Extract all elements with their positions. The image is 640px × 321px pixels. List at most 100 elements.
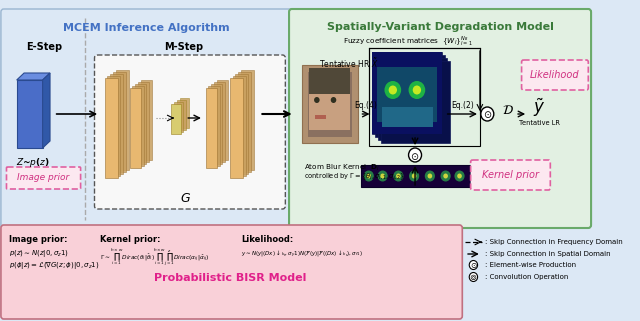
Text: $\odot$: $\odot$ (470, 261, 477, 270)
FancyBboxPatch shape (522, 60, 588, 90)
FancyBboxPatch shape (1, 225, 462, 319)
Text: Tentative HR $\tilde{X}$: Tentative HR $\tilde{X}$ (319, 56, 378, 70)
Text: : Skip Connection in Spatial Domain: : Skip Connection in Spatial Domain (484, 251, 610, 257)
Polygon shape (110, 74, 124, 174)
Bar (309, 68, 350, 94)
Text: Eq.(4): Eq.(4) (355, 101, 378, 110)
Polygon shape (180, 98, 189, 128)
Polygon shape (135, 84, 147, 164)
Circle shape (413, 85, 421, 94)
Text: Likelihood:: Likelihood: (241, 235, 293, 244)
Circle shape (378, 170, 388, 181)
Polygon shape (138, 82, 149, 162)
FancyBboxPatch shape (470, 160, 550, 190)
Polygon shape (174, 102, 184, 132)
Text: $\tilde{y}$: $\tilde{y}$ (533, 97, 545, 119)
Circle shape (444, 173, 448, 178)
Text: G: G (180, 192, 190, 204)
Text: Kernel prior:: Kernel prior: (100, 235, 161, 244)
Polygon shape (116, 70, 129, 170)
Circle shape (408, 81, 425, 99)
FancyBboxPatch shape (95, 55, 285, 209)
Text: Probabilistic BISR Model: Probabilistic BISR Model (154, 273, 306, 283)
Text: Fuzzy coefficient matrices  $\{W_l\}_{l=1}^{N_B}$: Fuzzy coefficient matrices $\{W_l\}_{l=1… (343, 34, 472, 48)
Polygon shape (230, 78, 243, 178)
Circle shape (408, 148, 422, 162)
Circle shape (454, 170, 465, 181)
Polygon shape (211, 84, 222, 164)
Circle shape (367, 173, 371, 178)
Circle shape (314, 97, 319, 103)
Circle shape (388, 85, 397, 94)
Polygon shape (241, 70, 254, 170)
Circle shape (428, 173, 432, 178)
Text: MCEM Inference Algorithm: MCEM Inference Algorithm (63, 23, 230, 33)
Polygon shape (205, 88, 217, 168)
Bar (378, 58, 447, 140)
Text: : Element-wise Production: : Element-wise Production (484, 262, 575, 268)
Text: $\circledcirc$: $\circledcirc$ (469, 273, 477, 282)
Text: controlled by $\Gamma=\{\theta_i,\sigma_{i,1},\sigma_{i,2}\}$: controlled by $\Gamma=\{\theta_i,\sigma_… (304, 172, 405, 183)
Polygon shape (108, 76, 120, 176)
Polygon shape (177, 100, 186, 130)
Text: $p(z) \sim N(z|0,\sigma_z 1)$: $p(z) \sim N(z|0,\sigma_z 1)$ (9, 248, 69, 259)
Circle shape (457, 173, 462, 178)
Text: Image prior:: Image prior: (9, 235, 68, 244)
Circle shape (412, 173, 417, 178)
Bar (302, 65, 358, 143)
Text: $y\sim N(y|(Dx)\downarrow_{k_s},\sigma_{y}1)N(\mathcal{F}(y)|\mathcal{F}((Dx)\do: $y\sim N(y|(Dx)\downarrow_{k_s},\sigma_{… (241, 248, 363, 259)
Circle shape (364, 170, 374, 181)
Bar (315, 115, 326, 119)
Text: Kernel prior: Kernel prior (482, 170, 539, 180)
FancyBboxPatch shape (1, 9, 292, 228)
Text: $\Gamma\sim\prod_{i=1}^{h\times w}Dirac(\theta_i|\hat{\theta}_i)\prod_{i=1}^{h\t: $\Gamma\sim\prod_{i=1}^{h\times w}Dirac(… (100, 248, 209, 270)
Polygon shape (217, 80, 228, 160)
Text: $\mathcal{D}$: $\mathcal{D}$ (502, 103, 514, 117)
Bar (308, 72, 352, 137)
Circle shape (385, 81, 401, 99)
Circle shape (393, 170, 403, 181)
Text: $\odot$: $\odot$ (410, 151, 420, 161)
Text: $\odot$: $\odot$ (483, 109, 492, 120)
Bar (369, 48, 480, 146)
Text: E-Step: E-Step (26, 42, 63, 52)
Text: Atom Blur Kernel  $\mathbf{D}_l$: Atom Blur Kernel $\mathbf{D}_l$ (304, 163, 380, 173)
Text: Eq.(2): Eq.(2) (451, 101, 474, 110)
FancyBboxPatch shape (0, 0, 596, 321)
Text: M-Step: M-Step (164, 42, 203, 52)
Text: : Convolution Operation: : Convolution Operation (484, 274, 568, 280)
Bar (381, 61, 451, 143)
Polygon shape (113, 72, 126, 172)
Bar (377, 67, 437, 122)
Circle shape (409, 170, 419, 181)
Text: Spatially-Variant Degradation Model: Spatially-Variant Degradation Model (326, 22, 554, 32)
Circle shape (469, 273, 477, 282)
Polygon shape (17, 73, 50, 80)
Text: Image prior: Image prior (17, 173, 70, 183)
Polygon shape (172, 104, 180, 134)
Polygon shape (238, 72, 251, 172)
Polygon shape (105, 78, 118, 178)
Circle shape (380, 173, 385, 178)
Polygon shape (43, 73, 50, 148)
Bar (309, 90, 350, 130)
Circle shape (396, 173, 401, 178)
Bar (372, 52, 442, 134)
Polygon shape (141, 80, 152, 160)
Bar (375, 55, 445, 137)
Circle shape (331, 97, 336, 103)
Circle shape (440, 170, 451, 181)
Polygon shape (236, 74, 248, 174)
Text: $p(\phi|z) = \mathcal{L}(\nabla G(z;\phi)|0,\sigma_z 1)$: $p(\phi|z) = \mathcal{L}(\nabla G(z;\phi… (9, 260, 100, 271)
Text: $Z$~$p$($z$): $Z$~$p$($z$) (15, 156, 49, 169)
Polygon shape (130, 88, 141, 168)
Circle shape (425, 170, 435, 181)
Polygon shape (209, 86, 220, 166)
Polygon shape (214, 82, 225, 162)
Circle shape (469, 261, 477, 270)
FancyBboxPatch shape (289, 9, 591, 228)
Polygon shape (132, 86, 143, 166)
Bar (381, 107, 433, 127)
Bar (372, 52, 442, 134)
FancyBboxPatch shape (6, 167, 81, 189)
